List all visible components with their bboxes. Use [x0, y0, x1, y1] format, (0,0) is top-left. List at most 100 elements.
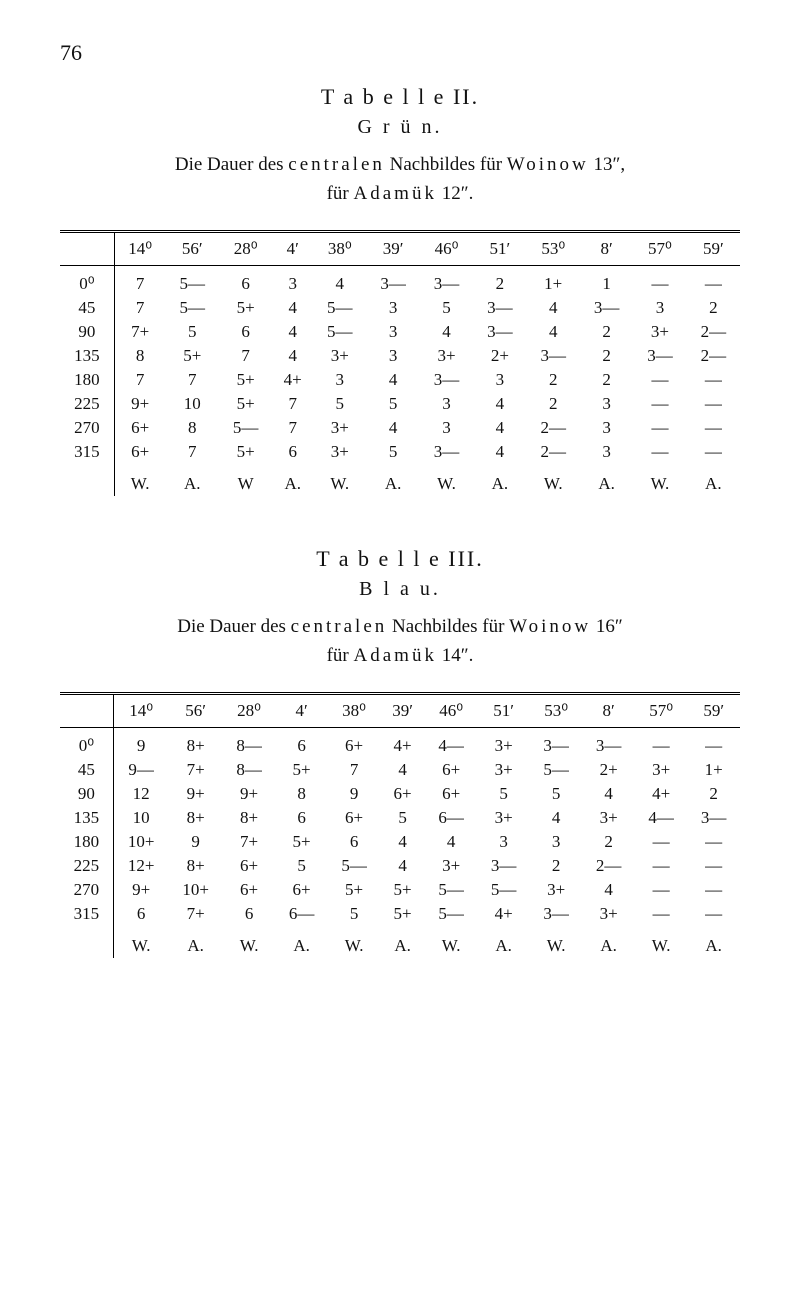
table-cell: 7+	[114, 320, 165, 344]
table-cell: 7	[114, 266, 165, 297]
table-cell: —	[687, 392, 740, 416]
table-cell: 2	[580, 320, 633, 344]
table1-h11: 57⁰	[633, 232, 686, 266]
table-cell: A.	[272, 464, 313, 496]
table-cell: A.	[687, 926, 740, 958]
table-cell: 10+	[113, 830, 168, 854]
table-cell: 6	[275, 728, 328, 759]
table-cell: 2	[687, 782, 740, 806]
table-cell: —	[635, 830, 688, 854]
table1-h5: 38⁰	[313, 232, 366, 266]
table-cell: A.	[366, 464, 419, 496]
table-row: 2706+85—73+4342—3——	[60, 416, 740, 440]
page-number: 76	[60, 40, 740, 66]
table-cell: 3	[530, 830, 583, 854]
table-cell: 4+	[380, 728, 425, 759]
table-cell: 8+	[169, 806, 223, 830]
table-cell: 6	[328, 830, 381, 854]
table-cell: 9+	[113, 878, 168, 902]
table-cell: 4	[527, 320, 580, 344]
table-cell: —	[635, 854, 688, 878]
table-cell: 8—	[223, 728, 276, 759]
table-cell: 4	[380, 854, 425, 878]
table2-h12: 59′	[687, 694, 740, 728]
table-cell: 225	[60, 392, 114, 416]
table-cell: 3—	[527, 344, 580, 368]
table-cell	[60, 464, 114, 496]
table1-h8: 51′	[473, 232, 526, 266]
table-cell: 4	[366, 416, 419, 440]
table-cell: 8	[275, 782, 328, 806]
table-cell: 3—	[687, 806, 740, 830]
table-cell: 3	[366, 320, 419, 344]
table-cell: W	[219, 464, 272, 496]
table-row: 180775+4+343—322——	[60, 368, 740, 392]
table-cell: W.	[313, 464, 366, 496]
table-cell: W.	[635, 926, 688, 958]
table-cell: A.	[166, 464, 219, 496]
table-cell: 180	[60, 368, 114, 392]
table-cell: 4	[473, 392, 526, 416]
caption-text: 13″,	[589, 154, 625, 175]
table-cell: 4	[473, 416, 526, 440]
table-cell: 2+	[473, 344, 526, 368]
table-cell: 6	[223, 902, 276, 926]
table-cell: —	[687, 830, 740, 854]
table-cell: —	[633, 416, 686, 440]
table-cell: 8+	[169, 728, 223, 759]
table-cell: 3—	[473, 320, 526, 344]
table-cell: 6+	[223, 878, 276, 902]
table-cell: 5	[420, 296, 473, 320]
table-cell: 270	[60, 878, 113, 902]
table2-h2: 56′	[169, 694, 223, 728]
table-cell: 7	[114, 368, 165, 392]
table-cell: 8—	[223, 758, 276, 782]
table-cell: 6	[219, 266, 272, 297]
table-cell: 5	[275, 854, 328, 878]
table-cell: 7	[219, 344, 272, 368]
caption-text: 14″.	[437, 645, 473, 666]
table2-h0	[60, 694, 113, 728]
table2-header-row: 14⁰ 56′ 28⁰ 4′ 38⁰ 39′ 46⁰ 51′ 53⁰ 8′ 57…	[60, 694, 740, 728]
table-cell: 225	[60, 854, 113, 878]
table-cell: 3	[366, 344, 419, 368]
table-cell: 3+	[635, 758, 688, 782]
table-cell: A.	[169, 926, 223, 958]
table-cell: 10	[166, 392, 219, 416]
table-cell: 4	[380, 830, 425, 854]
table-cell: 3+	[582, 902, 635, 926]
table-cell: 2	[582, 830, 635, 854]
table-cell: 5—	[166, 296, 219, 320]
table-cell: 5	[366, 392, 419, 416]
table-cell: 6—	[275, 902, 328, 926]
table2-h6: 39′	[380, 694, 425, 728]
table-cell: 3+	[477, 758, 530, 782]
table-cell: 6	[113, 902, 168, 926]
table-cell: 2	[580, 344, 633, 368]
caption-text: Adamük	[354, 645, 437, 666]
table-cell: 10+	[169, 878, 223, 902]
table2-h9: 53⁰	[530, 694, 583, 728]
table-cell: 6+	[114, 440, 165, 464]
table-cell: 6+	[380, 782, 425, 806]
table-cell: 7+	[223, 830, 276, 854]
table-cell: W.	[113, 926, 168, 958]
table-cell: 5	[380, 806, 425, 830]
table-cell: 3	[420, 416, 473, 440]
table-cell: —	[687, 728, 740, 759]
table-cell: 6+	[425, 758, 478, 782]
table1-subtitle: G r ü n.	[60, 116, 740, 139]
table-cell: 3—	[420, 266, 473, 297]
table-cell: 4+	[477, 902, 530, 926]
table-cell: 5	[366, 440, 419, 464]
table-cell: 4—	[635, 806, 688, 830]
table1-block: T a b e l l e II. G r ü n. Die Dauer des…	[60, 84, 740, 496]
table-row: 22512+8+6+55—43+3—22———	[60, 854, 740, 878]
table-cell: A.	[580, 464, 633, 496]
table-cell: 4	[582, 782, 635, 806]
table-cell: 3	[366, 296, 419, 320]
table-cell: 5—	[328, 854, 381, 878]
table2-h11: 57⁰	[635, 694, 688, 728]
table-cell: 2+	[582, 758, 635, 782]
table-cell: 5+	[166, 344, 219, 368]
